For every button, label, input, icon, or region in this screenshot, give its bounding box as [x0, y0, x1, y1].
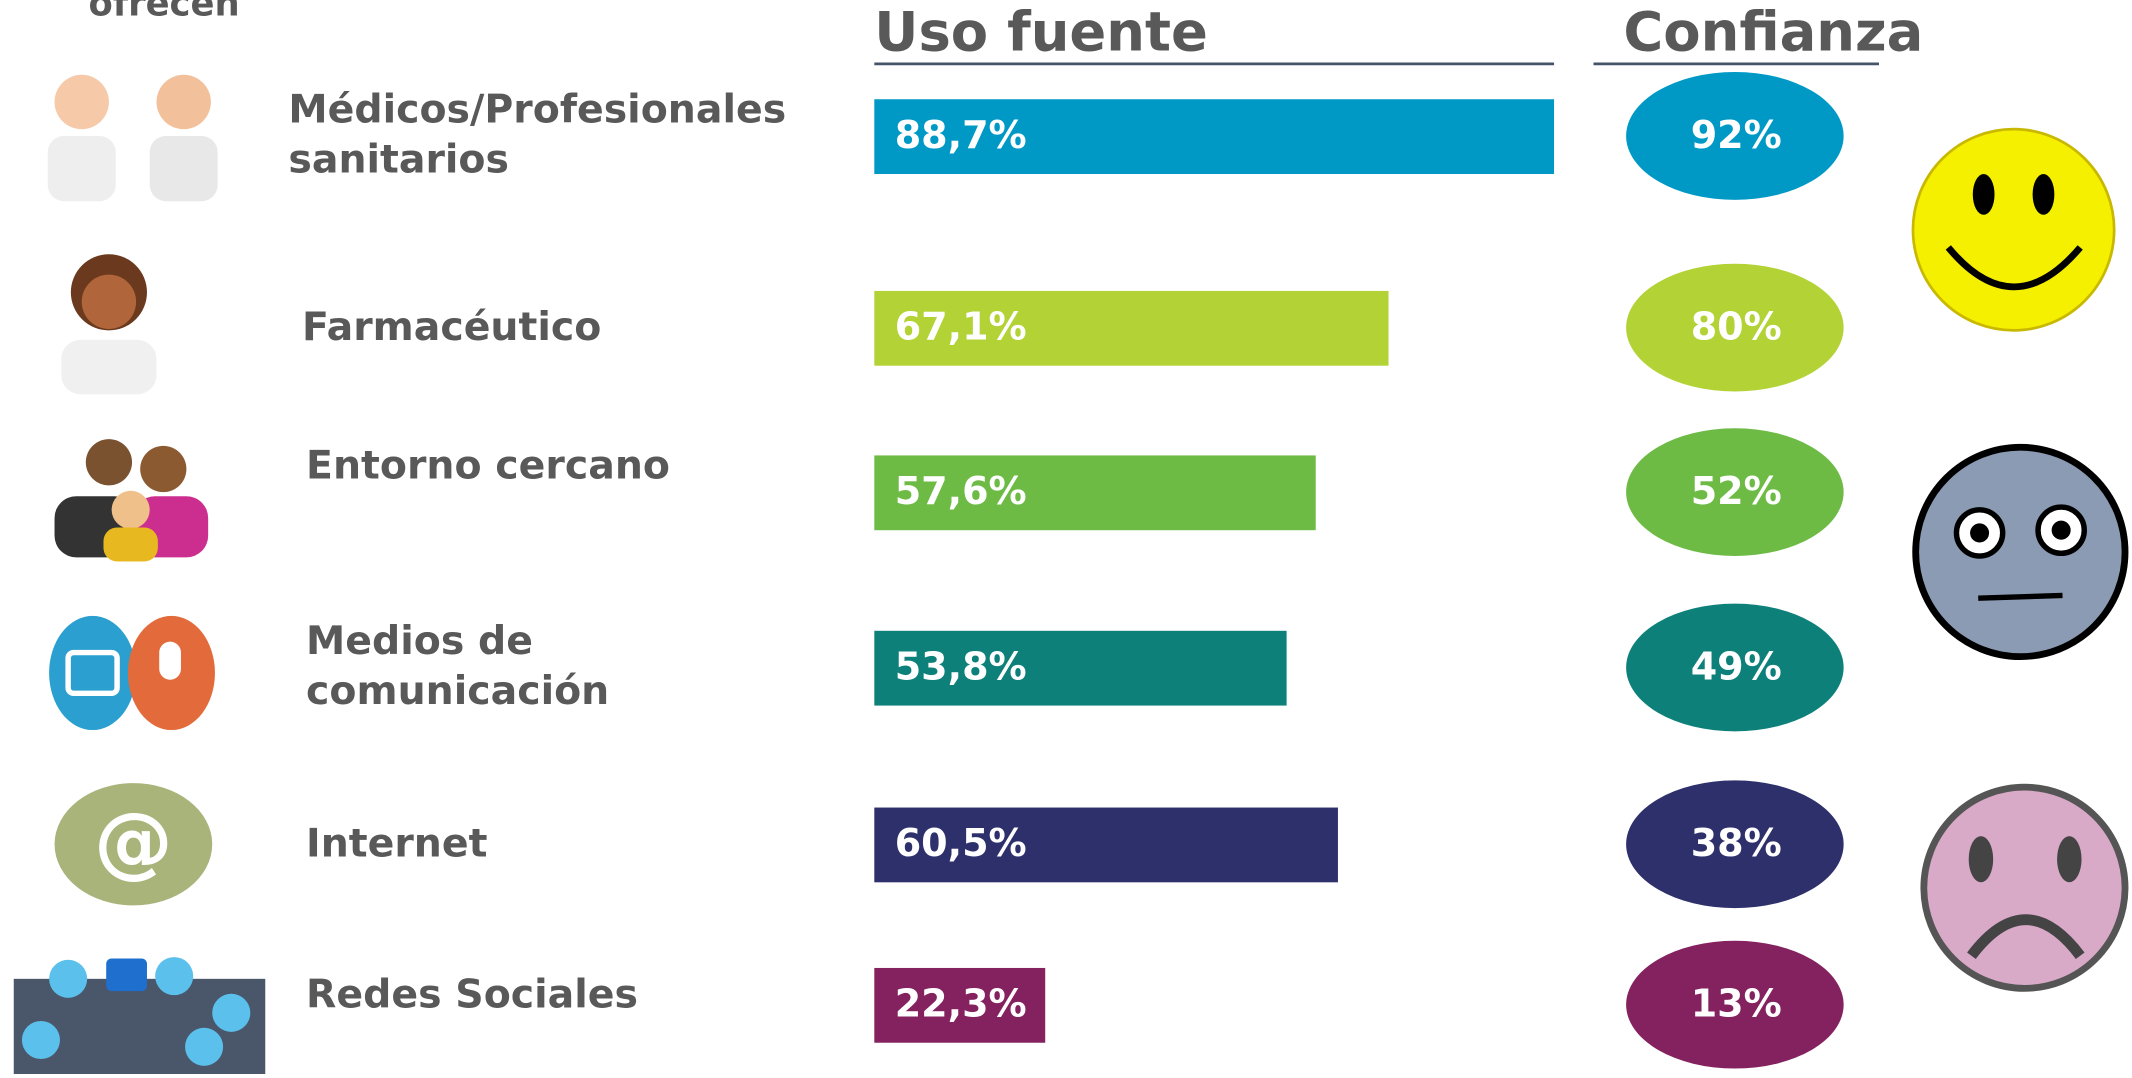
category-label-box: Redes Sociales	[306, 970, 638, 1017]
category-label-box: Medios de comunicación	[306, 617, 610, 714]
smileys	[1911, 127, 2129, 992]
confidence-badge	[1626, 263, 1844, 392]
bar	[874, 630, 1287, 706]
bar-label: 60,5%	[895, 821, 1027, 865]
bar-label: 53,8%	[895, 644, 1027, 688]
bar-label: 88,7%	[895, 113, 1027, 157]
confidence-badge	[1626, 428, 1844, 557]
confidence-label: 52%	[1691, 469, 1782, 513]
category-label-box: Farmacéutico	[301, 303, 602, 350]
confidence-badge	[1626, 780, 1844, 909]
category-label: Entorno cercano	[306, 441, 670, 489]
category-label: Internet	[306, 819, 488, 866]
confidence-badge	[1626, 72, 1844, 200]
confidence-label: 13%	[1691, 982, 1782, 1026]
confidence-label: 49%	[1691, 644, 1782, 688]
icons: @	[13, 74, 266, 1074]
confidence-badge	[1626, 603, 1844, 732]
bar-label: 67,1%	[895, 304, 1027, 348]
top-label: ofrecen	[89, 0, 240, 24]
svg-text:@: @	[94, 795, 173, 887]
bar	[874, 455, 1316, 531]
bar	[874, 807, 1338, 883]
category-label-box: Entorno cercano	[306, 441, 670, 489]
confidence-badge	[1626, 940, 1844, 1069]
category-label-box: Médicos/Profesionales sanitarios	[288, 85, 787, 183]
confidence-label: 92%	[1691, 113, 1782, 157]
bar	[874, 967, 1046, 1043]
category-label: Farmacéutico	[301, 303, 602, 350]
category-label: Redes Sociales	[306, 970, 638, 1017]
header: Uso fuente	[874, 0, 1208, 63]
bar	[874, 99, 1555, 175]
bar-label: 22,3%	[895, 982, 1027, 1026]
confidence-label: 80%	[1691, 304, 1782, 348]
category-label-box: Internet	[306, 819, 488, 866]
confidence-label: 38%	[1691, 821, 1782, 865]
header: Confianza	[1623, 0, 1923, 63]
category-label: Médicos/Profesionales sanitarios	[288, 85, 787, 183]
bar	[874, 290, 1389, 366]
bar-label: 57,6%	[895, 469, 1027, 513]
category-label: Medios de comunicación	[306, 617, 610, 714]
